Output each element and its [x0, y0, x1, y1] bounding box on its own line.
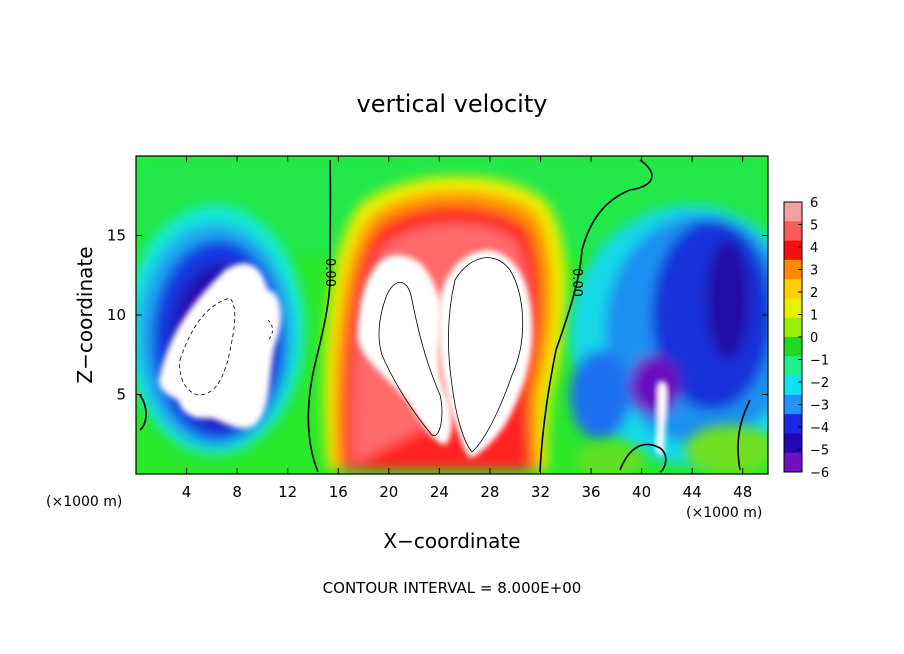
- colorbar-swatch: [784, 375, 802, 396]
- colorbar-tick-label: 2: [810, 286, 818, 301]
- colorbar-swatch: [784, 298, 802, 319]
- y-tick-label: 5: [116, 386, 126, 404]
- y-ticks: 5 10 15: [107, 227, 768, 404]
- lower-right-patch: [575, 425, 768, 474]
- colorbar-swatch: [784, 259, 802, 280]
- downdraft-right: [570, 205, 768, 465]
- colorbar-tick-label: −3: [810, 399, 829, 414]
- colorbar-swatch: [784, 202, 802, 222]
- contour-label-right: 0.00: [569, 268, 584, 297]
- colorbar-swatch: [784, 279, 802, 299]
- contour-label-left: 0.00: [322, 258, 337, 287]
- contour-interval-note: CONTOUR INTERVAL = 8.000E+00: [323, 579, 582, 597]
- colorbar-swatch: [784, 414, 802, 434]
- x-units-right: (×1000 m): [686, 505, 762, 521]
- updraft-core-left: [357, 255, 452, 445]
- y-tick-label: 10: [107, 306, 126, 324]
- interior-contours: [179, 257, 524, 453]
- x-tick-label: 44: [683, 483, 702, 501]
- colorbar-tick-label: −5: [810, 444, 829, 459]
- colorbar-tick-label: −4: [810, 421, 829, 436]
- colorbar-tick-label: 3: [810, 264, 818, 279]
- colorbar-tick-label: 0: [810, 331, 818, 346]
- chart-title: vertical velocity: [357, 90, 548, 118]
- x-ticks: 4 8 12 16 20 24 28 32 36 40 44 48: [182, 156, 752, 501]
- x-tick-label: 24: [430, 483, 449, 501]
- x-tick-label: 48: [733, 483, 752, 501]
- colorbar-swatch: [784, 356, 802, 377]
- colorbar-tick-label: 4: [810, 241, 818, 256]
- colorbar-tick-label: 1: [810, 309, 818, 324]
- updraft-core-right: [438, 250, 533, 458]
- x-tick-label: 28: [480, 483, 499, 501]
- x-tick-label: 32: [531, 483, 550, 501]
- y-axis-label: Z−coordinate: [73, 246, 97, 383]
- x-tick-label: 8: [232, 483, 242, 501]
- colorbar-tick-label: −1: [810, 354, 829, 369]
- colorbar-swatch: [784, 337, 802, 357]
- heatmap-field: [136, 156, 768, 474]
- x-tick-label: 36: [581, 483, 600, 501]
- zero-contours: [139, 159, 751, 473]
- colorbar-tick-label: −2: [810, 376, 829, 391]
- colorbar-swatch: [784, 221, 802, 242]
- x-units-left: (×1000 m): [46, 494, 122, 510]
- colorbar-tick-label: 5: [810, 219, 818, 234]
- x-tick-label: 12: [278, 483, 297, 501]
- downdraft-right-core: [655, 380, 668, 455]
- colorbar-swatch: [784, 394, 802, 415]
- colorbar-swatch: [784, 240, 802, 261]
- colorbar: 6 5 4 3 2 1 0 −1 −2 −3 −4 −5 −6: [783, 196, 829, 481]
- colorbar-tick-label: −6: [810, 466, 829, 481]
- y-tick-label: 15: [107, 227, 126, 245]
- colorbar-swatch: [784, 452, 802, 473]
- colorbar-swatch: [784, 317, 802, 338]
- x-tick-label: 4: [182, 483, 192, 501]
- x-tick-label: 40: [632, 483, 651, 501]
- x-tick-label: 20: [379, 483, 398, 501]
- colorbar-swatch: [784, 433, 802, 454]
- downdraft-left-core: [158, 263, 281, 429]
- x-tick-label: 16: [329, 483, 348, 501]
- x-axis-label: X−coordinate: [383, 529, 520, 553]
- colorbar-tick-label: 6: [810, 196, 818, 211]
